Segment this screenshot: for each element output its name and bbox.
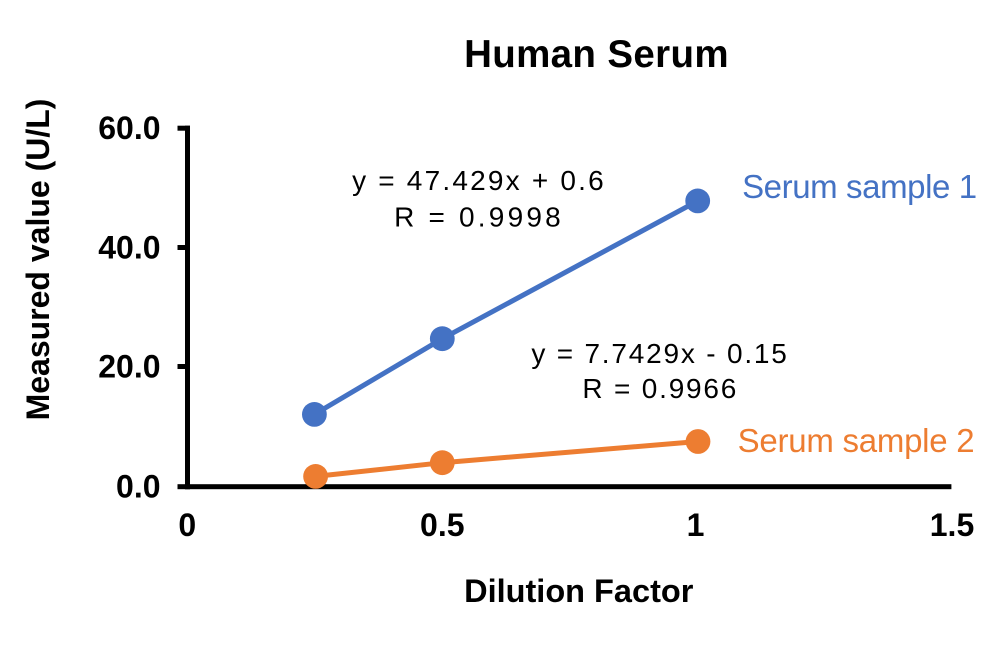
svg-text:y = 7.7429x - 0.15: y = 7.7429x - 0.15 [531,338,788,369]
svg-text:0.5: 0.5 [420,507,464,543]
svg-text:0.0: 0.0 [116,469,160,505]
svg-text:y = 47.429x + 0.6: y = 47.429x + 0.6 [352,165,606,196]
svg-text:Human Serum: Human Serum [464,33,729,76]
svg-text:1.5: 1.5 [930,507,974,543]
svg-text:20.0: 20.0 [98,348,160,384]
svg-text:R = 0.9966: R = 0.9966 [582,373,738,404]
svg-text:Measured value (U/L): Measured value (U/L) [20,99,56,421]
svg-text:Dilution Factor: Dilution Factor [464,573,694,609]
svg-text:1: 1 [687,507,705,543]
svg-text:60.0: 60.0 [98,110,160,146]
svg-text:40.0: 40.0 [98,229,160,265]
svg-text:Serum sample 1: Serum sample 1 [742,168,977,205]
svg-text:R = 0.9998: R = 0.9998 [394,202,564,233]
svg-text:0: 0 [178,507,196,543]
svg-text:Serum sample 2: Serum sample 2 [738,422,975,459]
